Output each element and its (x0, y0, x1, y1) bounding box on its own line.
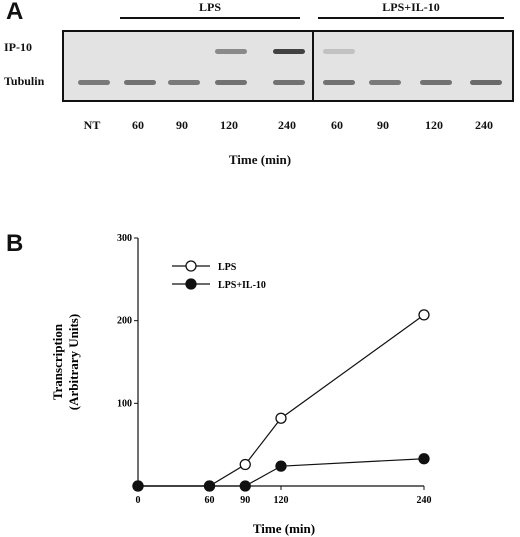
tubulin-band (420, 80, 452, 85)
tubulin-band (273, 80, 305, 85)
tubulin-band (215, 80, 247, 85)
tubulin-band (369, 80, 401, 85)
legend-marker (185, 260, 197, 272)
panel-b-letter: B (6, 230, 24, 257)
lane-label: NT (83, 118, 101, 132)
tubulin-band (168, 80, 200, 85)
y-tick-label: 300 (117, 233, 132, 244)
panel-a-axis-title: Time (min) (228, 152, 292, 167)
lane-label: 90 (176, 118, 188, 132)
ip10-band (215, 49, 247, 54)
group-rule-lps-il10 (318, 17, 504, 19)
ip10-band (323, 49, 355, 54)
lane-label: 240 (278, 118, 296, 132)
data-point-filled (275, 460, 287, 472)
x-tick-label: 90 (240, 495, 250, 506)
y-tick-label: 200 (117, 316, 132, 327)
y-axis-title: Transcription (50, 323, 65, 400)
gel-divider (312, 32, 314, 100)
group-rule-lps (120, 17, 300, 19)
x-tick-label: 120 (274, 495, 289, 506)
data-point-open (418, 309, 430, 321)
y-axis-title: (Arbitrary Units) (66, 314, 81, 410)
tubulin-band (124, 80, 156, 85)
legend-label: LPS (218, 262, 237, 273)
legend-marker (185, 278, 197, 290)
lane-label: 120 (425, 118, 443, 132)
series-line (138, 314, 425, 487)
ip10-band (273, 49, 305, 54)
data-point-open (239, 458, 251, 471)
panel-a-letter: A (6, 0, 24, 25)
data-point-filled (239, 480, 251, 492)
tubulin-band (470, 80, 502, 85)
data-point-filled (203, 480, 216, 492)
tubulin-band (78, 80, 110, 85)
x-tick-label: 240 (417, 495, 432, 506)
legend-label: LPS+IL-10 (218, 280, 266, 291)
x-tick-label: 0 (136, 495, 141, 506)
lane-label: 240 (475, 118, 493, 132)
row-label-ip10: IP-10 (4, 40, 32, 54)
data-point-filled (418, 453, 430, 465)
x-axis-title: Time (min) (253, 521, 315, 536)
x-tick-label: 60 (205, 495, 215, 506)
lane-label: 60 (331, 118, 343, 132)
group-label-lps: LPS (198, 0, 221, 14)
data-point-open (275, 412, 287, 424)
row-label-tubulin: Tubulin (4, 74, 45, 88)
lane-label: 90 (377, 118, 389, 132)
y-tick-label: 100 (117, 398, 132, 409)
lane-label: 120 (220, 118, 238, 132)
group-label-lps-il10: LPS+IL-10 (382, 0, 440, 14)
gel-image (62, 30, 514, 102)
tubulin-band (323, 80, 355, 85)
data-point-filled (132, 480, 144, 492)
lane-label: 60 (132, 118, 144, 132)
